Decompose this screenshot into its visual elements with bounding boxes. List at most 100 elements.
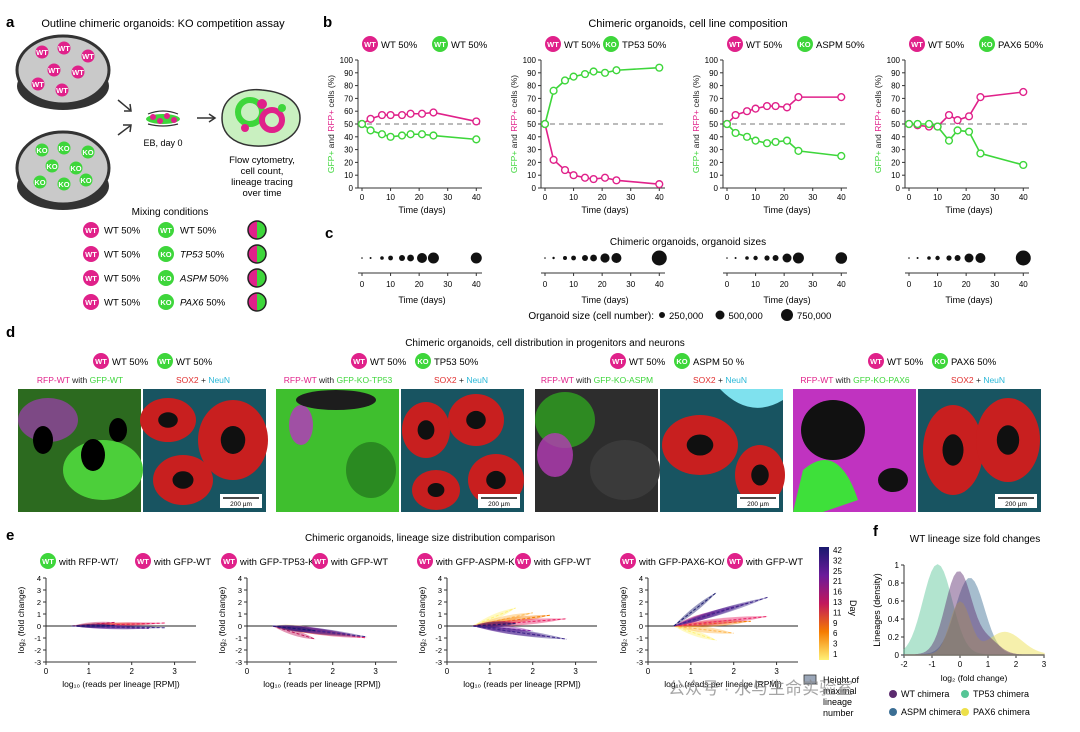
badge-label: WT	[32, 80, 44, 89]
data-point	[742, 107, 752, 116]
pie-outline	[247, 268, 267, 288]
organoid-size-dot	[407, 254, 414, 262]
badge-circle	[351, 353, 367, 369]
organoid-size-dot	[734, 257, 737, 259]
organoid-size-dot	[954, 255, 961, 261]
lumen	[81, 439, 105, 471]
x-tick-label: 10	[569, 193, 578, 202]
badge-label: KO	[58, 144, 69, 153]
x-axis-label: Time (days)	[398, 295, 445, 305]
legend-segment-text: with RFP-WT/	[58, 557, 118, 568]
badge-circle	[868, 353, 884, 369]
group-legend-text: WT 50%	[112, 357, 149, 368]
height-legend-swatch	[803, 674, 817, 685]
y-tick-label: 60	[891, 107, 900, 116]
size-legend-dot	[781, 309, 793, 321]
badge-circle	[55, 83, 69, 97]
x-tick-label: 3	[1042, 660, 1047, 669]
lumen	[33, 426, 53, 454]
rosette-lumen	[466, 410, 486, 430]
data-point	[933, 122, 942, 131]
data-point	[742, 132, 752, 141]
data-point	[589, 174, 598, 184]
condition-right: PAX6 50%	[180, 298, 226, 309]
badge-label: WT	[434, 40, 446, 49]
right-image-label: SOX2 + NeuN	[434, 375, 488, 385]
y-tick-label: -2	[235, 646, 242, 655]
panel-b-title: Chimeric organoids, cell line compositio…	[588, 18, 787, 30]
data-point	[762, 101, 772, 111]
y-tick-label: 70	[527, 94, 536, 103]
badge-label: KO	[34, 178, 45, 187]
panel-e-title: Chimeric organoids, lineage size distrib…	[305, 533, 555, 544]
x-axis-label: Time (days)	[398, 205, 445, 215]
x-tick-label: 2	[330, 667, 335, 676]
badge-circle	[71, 65, 85, 79]
badge-circle	[33, 175, 47, 189]
y-tick-label: 90	[709, 69, 718, 78]
data-point	[569, 72, 578, 81]
day-colorbar	[819, 547, 829, 660]
data-point	[429, 108, 438, 117]
lineage-band	[673, 597, 768, 626]
badge-label: WT	[364, 40, 376, 49]
organoid-size-dot	[835, 252, 848, 264]
y-tick-label: 0	[532, 184, 537, 193]
legend-segment-text: with GFP-WT	[745, 557, 803, 568]
x-tick-label: 0	[907, 280, 912, 289]
rosette-lumen	[427, 483, 445, 497]
y-axis-label: Lineages (density)	[872, 573, 882, 647]
badge-circle	[515, 553, 531, 569]
y-tick-label: 2	[639, 598, 643, 607]
x-tick-label: 40	[655, 280, 664, 289]
y-tick-label: 90	[527, 69, 536, 78]
badge-circle	[417, 553, 433, 569]
organoid-size-dot	[745, 256, 749, 260]
panel-e-letter: e	[6, 527, 14, 544]
data-point	[655, 180, 664, 189]
x-tick-label: 40	[837, 193, 846, 202]
x-tick-label: 20	[780, 193, 789, 202]
data-point	[549, 155, 558, 164]
organoid-size-dot	[764, 255, 770, 261]
rosette-lumen	[686, 434, 714, 456]
colorbar-tick-label: 9	[833, 619, 838, 628]
data-point	[913, 119, 922, 129]
lineage-trend	[472, 607, 516, 627]
x-tick-label: 0	[360, 193, 365, 202]
pie-outline	[247, 220, 267, 240]
x-tick-label: 10	[386, 280, 395, 289]
data-point	[794, 93, 803, 102]
data-point	[944, 110, 954, 120]
legend-swatch	[961, 690, 969, 698]
condition-left: WT 50%	[104, 250, 141, 261]
data-point	[377, 130, 387, 139]
organoid-size-dot	[916, 257, 919, 259]
data-point	[953, 116, 962, 125]
y-tick-label: 30	[891, 146, 900, 155]
y-tick-label: -3	[435, 658, 442, 667]
y-tick-label: 50	[891, 120, 900, 129]
lineage-trend	[272, 625, 316, 640]
pie-half-magenta	[248, 269, 257, 287]
x-tick-label: 30	[808, 280, 817, 289]
x-tick-label: 0	[445, 667, 450, 676]
scale-bar-label: 200 µm	[230, 501, 252, 508]
panel-f: f WT lineage size fold changes 0 0.2 0.4 0.…	[872, 523, 1047, 717]
condition-right: ASPM 50%	[179, 274, 229, 285]
y-tick-label: 4	[37, 574, 41, 583]
x-axis-label: Time (days)	[945, 205, 992, 215]
badge-circle	[83, 270, 99, 286]
x-tick-label: 30	[443, 280, 452, 289]
organoid-size-dot	[470, 252, 482, 264]
mixing-title: Mixing conditions	[132, 207, 209, 218]
x-axis-label: Time (days)	[581, 295, 628, 305]
badge-label: WT	[622, 557, 634, 566]
data-point	[782, 103, 792, 112]
